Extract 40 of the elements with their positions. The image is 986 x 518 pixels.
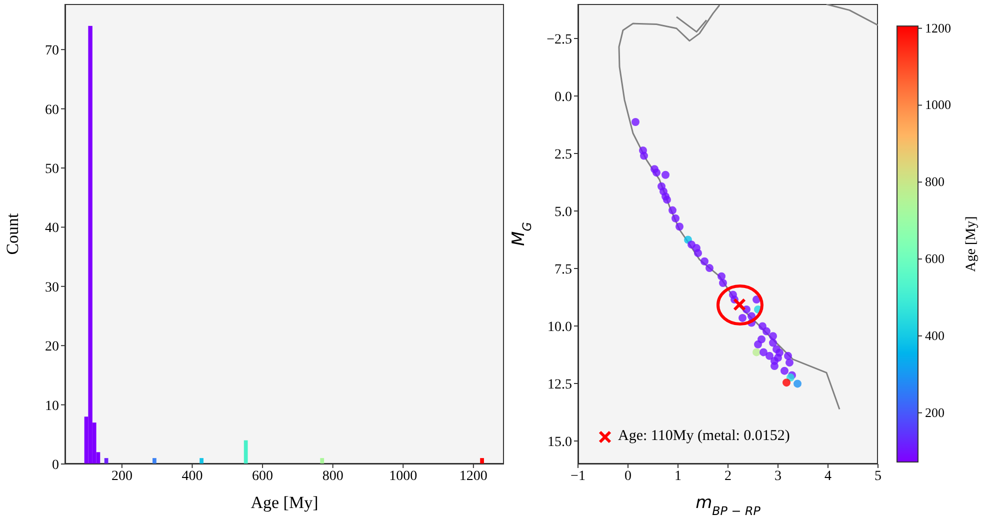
x-tick-label: 400 — [182, 468, 203, 484]
y-tick-label: 12.5 — [548, 377, 572, 392]
color-bar-label: 800 — [925, 174, 944, 190]
x-tick-label: 1 — [674, 468, 682, 484]
x-tick-label: 5 — [874, 468, 882, 484]
x-tick-label: 1000 — [389, 468, 418, 484]
y-tick-label: 2.5 — [554, 147, 572, 162]
x-axis-title: m$_{BP − RP}$ — [696, 493, 762, 518]
y-tick-label: 70 — [45, 44, 59, 59]
y-tick-label: 30 — [45, 280, 59, 296]
color-bar-label: 1200 — [925, 20, 951, 36]
x-tick-label: 200 — [111, 468, 132, 484]
y-axis-title: Count — [3, 212, 22, 255]
y-tick-label: 20 — [45, 340, 59, 355]
x-tick-label: −1 — [570, 468, 586, 484]
x-tick-label: 600 — [252, 468, 274, 484]
x-tick-label: 2 — [724, 468, 732, 484]
y-tick-label: 40 — [45, 221, 59, 236]
color-bar-label: 600 — [925, 250, 944, 266]
y-tick-label: 7.5 — [554, 262, 572, 278]
x-tick-label: 1200 — [459, 468, 488, 484]
x-tick-label: 0 — [624, 468, 632, 484]
x-tick-label: 4 — [824, 468, 832, 484]
y-tick-label: −2.5 — [546, 32, 572, 48]
color-bar-title: Age [My] — [964, 216, 979, 272]
y-tick-label: 60 — [45, 102, 59, 118]
color-bar-label: 400 — [925, 328, 944, 343]
color-bar-label: 200 — [925, 404, 944, 420]
color-bar-label: 1000 — [925, 97, 951, 112]
y-tick-label: 10 — [45, 398, 59, 414]
x-axis-title: Age [My] — [250, 493, 318, 512]
x-tick-label: 800 — [322, 468, 344, 484]
y-tick-label: 0.0 — [554, 90, 572, 105]
y-tick-label: 15.0 — [548, 434, 572, 450]
y-tick-label: 0 — [52, 458, 59, 473]
x-tick-label: 3 — [774, 468, 782, 484]
y-tick-label: 10.0 — [548, 320, 572, 335]
y-tick-label: 5.0 — [554, 204, 572, 220]
legend-label: Age: 110My (metal: 0.0152) — [618, 428, 790, 445]
y-tick-label: 50 — [45, 162, 59, 177]
